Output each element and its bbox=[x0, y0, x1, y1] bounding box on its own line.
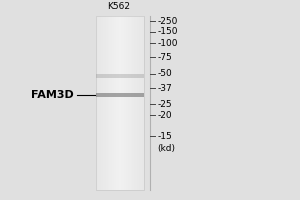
Bar bbox=[113, 16, 114, 190]
Text: -100: -100 bbox=[158, 38, 178, 47]
Bar bbox=[110, 16, 112, 190]
Bar bbox=[112, 16, 113, 190]
Bar bbox=[121, 16, 122, 190]
Bar bbox=[119, 16, 120, 190]
Bar bbox=[128, 16, 130, 190]
Text: -75: -75 bbox=[158, 52, 172, 62]
Bar bbox=[125, 16, 126, 190]
Bar bbox=[100, 16, 101, 190]
Bar bbox=[102, 16, 103, 190]
Bar bbox=[136, 16, 137, 190]
Bar bbox=[115, 16, 116, 190]
Bar bbox=[98, 16, 100, 190]
Bar bbox=[114, 16, 115, 190]
Text: -15: -15 bbox=[158, 132, 172, 141]
Text: K562: K562 bbox=[107, 2, 130, 11]
Bar bbox=[106, 16, 107, 190]
Text: -25: -25 bbox=[158, 100, 172, 109]
Bar bbox=[104, 16, 106, 190]
Bar bbox=[120, 16, 121, 190]
Bar bbox=[127, 16, 128, 190]
Bar bbox=[108, 16, 109, 190]
Bar bbox=[143, 16, 144, 190]
Text: -37: -37 bbox=[158, 84, 172, 93]
Text: -150: -150 bbox=[158, 27, 178, 36]
Text: -250: -250 bbox=[158, 17, 178, 25]
Bar bbox=[126, 16, 127, 190]
Bar bbox=[107, 16, 108, 190]
Bar bbox=[134, 16, 136, 190]
Bar bbox=[103, 16, 104, 190]
Bar bbox=[97, 16, 98, 190]
Bar bbox=[131, 16, 132, 190]
Text: -50: -50 bbox=[158, 69, 172, 78]
Text: -20: -20 bbox=[158, 110, 172, 119]
Bar bbox=[130, 16, 131, 190]
Bar bbox=[118, 16, 119, 190]
Bar bbox=[101, 16, 102, 190]
Bar bbox=[96, 74, 144, 78]
Bar bbox=[116, 16, 118, 190]
Bar bbox=[137, 16, 138, 190]
Text: (kd): (kd) bbox=[158, 144, 175, 152]
Bar bbox=[142, 16, 143, 190]
Bar bbox=[96, 16, 97, 190]
Bar bbox=[138, 16, 139, 190]
Text: FAM3D: FAM3D bbox=[31, 90, 74, 100]
Bar bbox=[122, 16, 124, 190]
Bar bbox=[140, 16, 142, 190]
Bar bbox=[96, 93, 144, 97]
Bar bbox=[124, 16, 125, 190]
Bar bbox=[109, 16, 110, 190]
Bar bbox=[139, 16, 140, 190]
Bar bbox=[133, 16, 134, 190]
Bar bbox=[96, 16, 144, 190]
Bar bbox=[132, 16, 133, 190]
